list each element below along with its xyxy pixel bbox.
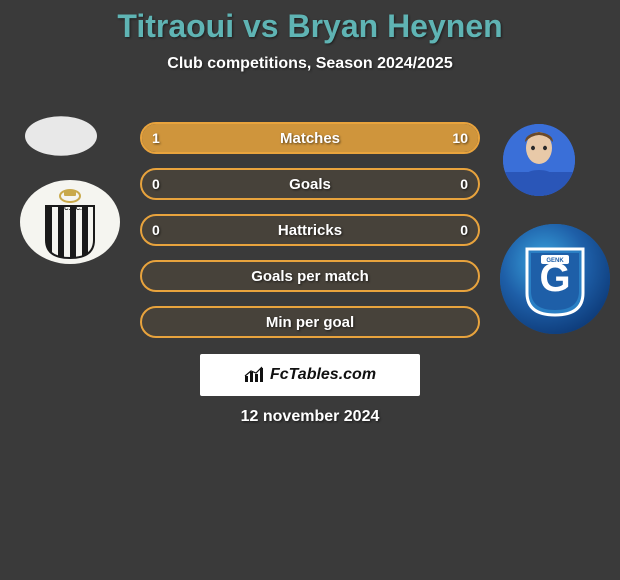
page-title: Titraoui vs Bryan Heynen (0, 0, 620, 45)
stat-row: Goals per match (140, 260, 480, 292)
stat-value-right: 0 (460, 216, 468, 244)
watermark-text: FcTables.com (270, 366, 376, 384)
club-right-code: GENK (546, 258, 564, 264)
stat-label: Min per goal (142, 308, 478, 336)
stats-container: Matches110Goals00Hattricks00Goals per ma… (140, 122, 480, 352)
stat-row: Min per goal (140, 306, 480, 338)
stat-label: Goals (142, 170, 478, 198)
stat-label: Goals per match (142, 262, 478, 290)
stat-label: Matches (142, 124, 478, 152)
player-right-avatar (503, 124, 575, 196)
watermark[interactable]: FcTables.com (200, 354, 420, 396)
stat-value-right: 0 (460, 170, 468, 198)
subtitle: Club competitions, Season 2024/2025 (0, 55, 620, 73)
club-left-code: R.C.S.C. (58, 206, 82, 212)
stat-row: Hattricks0 0 (140, 214, 480, 246)
stat-label: Hattricks (142, 216, 478, 244)
club-left-badge: R.C.S.C. (20, 180, 120, 264)
stat-value-right: 10 (452, 124, 468, 152)
stat-value-left: 1 (152, 124, 160, 152)
bar-chart-icon (244, 366, 266, 384)
club-right-badge: G GENK (500, 224, 610, 334)
stat-value-left: 0 (152, 170, 160, 198)
stat-row: Goals0 0 (140, 168, 480, 200)
date-line: 12 november 2024 (0, 408, 620, 426)
stat-value-left: 0 (152, 216, 160, 244)
player-left-avatar (25, 116, 97, 156)
stat-row: Matches1 10 (140, 122, 480, 154)
